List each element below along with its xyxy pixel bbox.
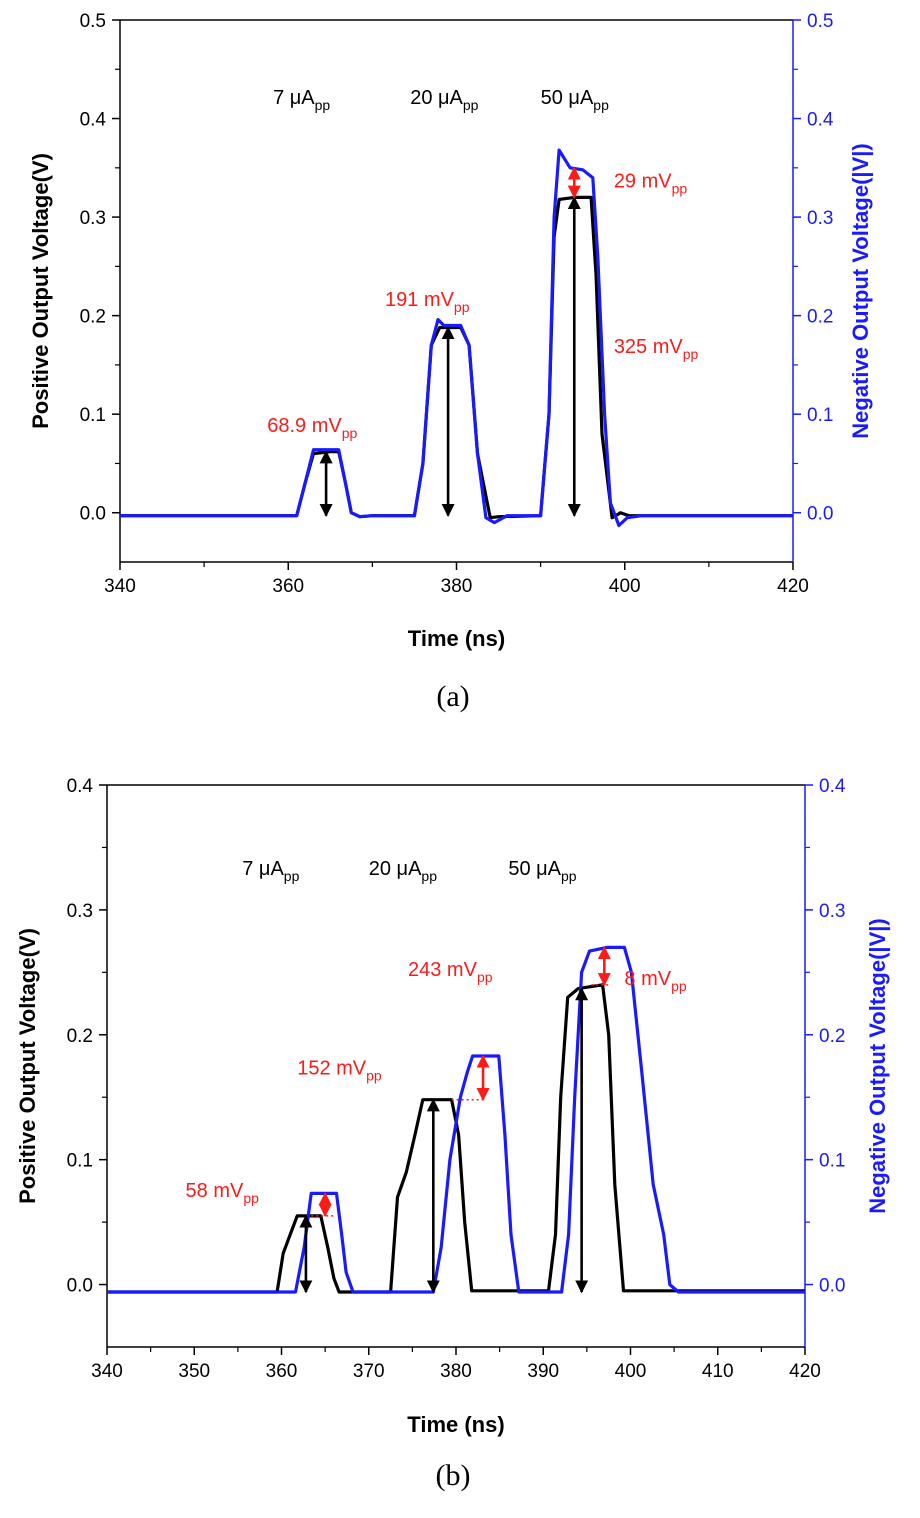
negative-output-series-line bbox=[120, 148, 793, 528]
annotation-label: 325 mVpp bbox=[614, 336, 699, 362]
annotation-subscript: pp bbox=[593, 97, 609, 113]
annotation-subscript: pp bbox=[463, 97, 479, 113]
annotation-label: 29 mVpp bbox=[614, 171, 688, 197]
annotation-main: 68.9 mV bbox=[267, 415, 342, 437]
annotation-subscript: pp bbox=[454, 299, 470, 315]
annotation-label: 68.9 mVpp bbox=[267, 415, 357, 441]
annotation-label: 191 mVpp bbox=[385, 289, 470, 315]
chart-panel-b: 340 350 360 370 380 390 400 410 420 0.0 0.0 0.1 0.1 0… bbox=[15, 776, 890, 1492]
left-y-tick-label: 0.1 bbox=[67, 1151, 93, 1172]
annotation-main: 191 mV bbox=[385, 289, 455, 311]
annotation-main: 243 mV bbox=[408, 959, 478, 981]
right-y-tick-label: 0.1 bbox=[819, 1151, 845, 1172]
annotation-subscript: pp bbox=[243, 1190, 259, 1206]
annotation-subscript: pp bbox=[315, 97, 331, 113]
annotation-label: 7 μApp bbox=[242, 858, 299, 884]
annotation-label: 20 μApp bbox=[410, 87, 478, 113]
x-tick-label: 340 bbox=[104, 576, 136, 597]
x-tick-label: 420 bbox=[777, 576, 809, 597]
annotation-label: 152 mVpp bbox=[297, 1058, 382, 1084]
left-y-tick-label: 0.5 bbox=[80, 11, 106, 32]
annotation-main: 50 μA bbox=[508, 858, 561, 880]
annotation-subscript: pp bbox=[672, 181, 688, 197]
annotation-main: 8 mV bbox=[624, 968, 671, 990]
x-axis-title: Time (ns) bbox=[408, 626, 505, 651]
positive-output-series-line bbox=[107, 983, 805, 1294]
left-y-axis-title: Positive Output Voltage(V) bbox=[15, 928, 40, 1204]
left-y-axis-title: Positive Output Voltage(V) bbox=[28, 153, 53, 429]
annotation-main: 50 μA bbox=[541, 87, 594, 109]
negative-output-series-line bbox=[107, 945, 805, 1294]
left-y-tick-label: 0.0 bbox=[67, 1276, 93, 1297]
chart-panel-a: 340 360 380 400 420 0.0 0.0 0.1 0.1 0.2 0.2 0.3 0.3 0… bbox=[28, 11, 873, 713]
annotation-label: 50 μApp bbox=[541, 87, 609, 113]
annotation-main: 20 μA bbox=[410, 87, 463, 109]
left-y-tick-label: 0.4 bbox=[80, 110, 107, 131]
x-tick-label: 370 bbox=[353, 1361, 385, 1382]
right-y-tick-label: 0.2 bbox=[807, 307, 833, 328]
x-tick-label: 350 bbox=[178, 1361, 210, 1382]
x-tick-label: 380 bbox=[441, 576, 473, 597]
annotation-main: 20 μA bbox=[369, 858, 422, 880]
right-y-tick-label: 0.2 bbox=[819, 1026, 845, 1047]
left-y-tick-label: 0.4 bbox=[67, 776, 94, 797]
x-axis-title: Time (ns) bbox=[407, 1412, 504, 1437]
annotation-main: 29 mV bbox=[614, 171, 672, 193]
x-tick-label: 420 bbox=[789, 1361, 821, 1382]
annotation-label: 8 mVpp bbox=[624, 968, 686, 994]
x-tick-label: 360 bbox=[272, 576, 304, 597]
x-tick-label: 340 bbox=[91, 1361, 123, 1382]
panel-caption: (a) bbox=[436, 680, 469, 713]
x-tick-label: 390 bbox=[527, 1361, 559, 1382]
annotation-label: 20 μApp bbox=[369, 858, 437, 884]
left-y-tick-label: 0.1 bbox=[80, 405, 106, 426]
annotation-subscript: pp bbox=[342, 425, 358, 441]
annotation-subscript: pp bbox=[671, 978, 687, 994]
annotation-main: 152 mV bbox=[297, 1058, 367, 1080]
left-y-tick-label: 0.0 bbox=[80, 504, 106, 525]
annotation-label: 50 μApp bbox=[508, 858, 576, 884]
right-y-tick-label: 0.3 bbox=[819, 901, 845, 922]
right-y-axis-title: Negative Output Voltage(|V|) bbox=[865, 918, 890, 1213]
right-y-tick-label: 0.3 bbox=[807, 208, 833, 229]
annotation-main: 325 mV bbox=[614, 336, 684, 358]
x-tick-label: 410 bbox=[702, 1361, 734, 1382]
annotation-label: 243 mVpp bbox=[408, 959, 493, 985]
annotation-subscript: pp bbox=[284, 868, 300, 884]
annotation-subscript: pp bbox=[421, 868, 437, 884]
left-y-tick-label: 0.2 bbox=[67, 1026, 93, 1047]
right-y-axis-title: Negative Output Voltage(|V|) bbox=[848, 143, 873, 438]
annotation-label: 7 μApp bbox=[273, 87, 330, 113]
annotation-main: 7 μA bbox=[273, 87, 315, 109]
right-y-tick-label: 0.1 bbox=[807, 405, 833, 426]
left-y-tick-label: 0.3 bbox=[80, 208, 106, 229]
left-y-tick-label: 0.3 bbox=[67, 901, 93, 922]
panel-caption: (b) bbox=[436, 1459, 471, 1492]
annotation-subscript: pp bbox=[477, 969, 493, 985]
left-y-tick-label: 0.2 bbox=[80, 307, 106, 328]
x-tick-label: 400 bbox=[615, 1361, 647, 1382]
annotation-subscript: pp bbox=[366, 1068, 382, 1084]
x-tick-label: 380 bbox=[440, 1361, 472, 1382]
annotation-label: 58 mVpp bbox=[186, 1180, 260, 1206]
annotation-subscript: pp bbox=[683, 346, 699, 362]
annotation-main: 7 μA bbox=[242, 858, 284, 880]
right-y-tick-label: 0.0 bbox=[807, 504, 833, 525]
x-tick-label: 400 bbox=[609, 576, 641, 597]
x-tick-label: 360 bbox=[266, 1361, 298, 1382]
right-y-tick-label: 0.5 bbox=[807, 11, 833, 32]
right-y-tick-label: 0.4 bbox=[819, 776, 846, 797]
annotation-subscript: pp bbox=[561, 868, 577, 884]
annotation-main: 58 mV bbox=[186, 1180, 244, 1202]
right-y-tick-label: 0.4 bbox=[807, 110, 834, 131]
right-y-tick-label: 0.0 bbox=[819, 1276, 845, 1297]
